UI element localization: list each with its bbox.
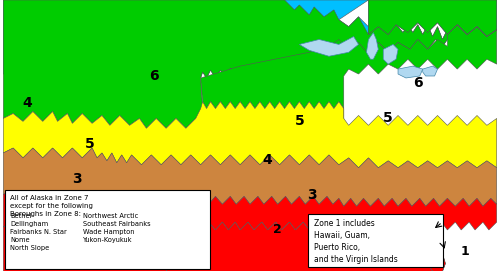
Polygon shape	[383, 45, 398, 64]
Polygon shape	[422, 66, 438, 76]
Text: 5: 5	[294, 114, 304, 128]
Text: All of Alaska in Zone 7
except for the following
Boroughs in Zone 8:: All of Alaska in Zone 7 except for the f…	[10, 196, 93, 218]
Polygon shape	[366, 32, 378, 59]
FancyBboxPatch shape	[5, 191, 210, 270]
Text: 2: 2	[56, 207, 64, 219]
Text: Bethel
Dellingham
Fairbanks N. Star
Nome
North Slope: Bethel Dellingham Fairbanks N. Star Nome…	[10, 213, 67, 251]
Text: 4: 4	[262, 153, 272, 167]
Polygon shape	[4, 0, 448, 128]
Polygon shape	[406, 222, 446, 271]
Text: Northwest Arctic
Southeast Fairbanks
Wade Hampton
Yukon-Koyukuk: Northwest Arctic Southeast Fairbanks Wad…	[83, 213, 151, 243]
Text: 1: 1	[460, 244, 469, 258]
Polygon shape	[4, 222, 183, 271]
Text: 2: 2	[428, 219, 437, 232]
Text: 3: 3	[72, 172, 82, 186]
Polygon shape	[166, 222, 432, 271]
Text: 5: 5	[384, 111, 393, 125]
Text: 3: 3	[307, 188, 316, 202]
Polygon shape	[398, 66, 422, 78]
Polygon shape	[422, 230, 446, 271]
Text: Zone 1 includes
Hawaii, Guam,
Puerto Rico,
and the Virgin Islands: Zone 1 includes Hawaii, Guam, Puerto Ric…	[314, 219, 398, 263]
Polygon shape	[4, 102, 496, 168]
Polygon shape	[4, 0, 448, 78]
Text: 4: 4	[22, 96, 32, 110]
Polygon shape	[4, 191, 496, 230]
Polygon shape	[200, 0, 339, 35]
Polygon shape	[368, 0, 496, 37]
Text: 6: 6	[413, 76, 422, 90]
Text: 5: 5	[84, 137, 94, 151]
Polygon shape	[300, 37, 358, 56]
Text: 6: 6	[149, 69, 158, 83]
Text: 2: 2	[273, 223, 281, 236]
Polygon shape	[4, 148, 496, 206]
Polygon shape	[200, 0, 496, 128]
Polygon shape	[4, 0, 339, 76]
FancyBboxPatch shape	[308, 214, 444, 268]
